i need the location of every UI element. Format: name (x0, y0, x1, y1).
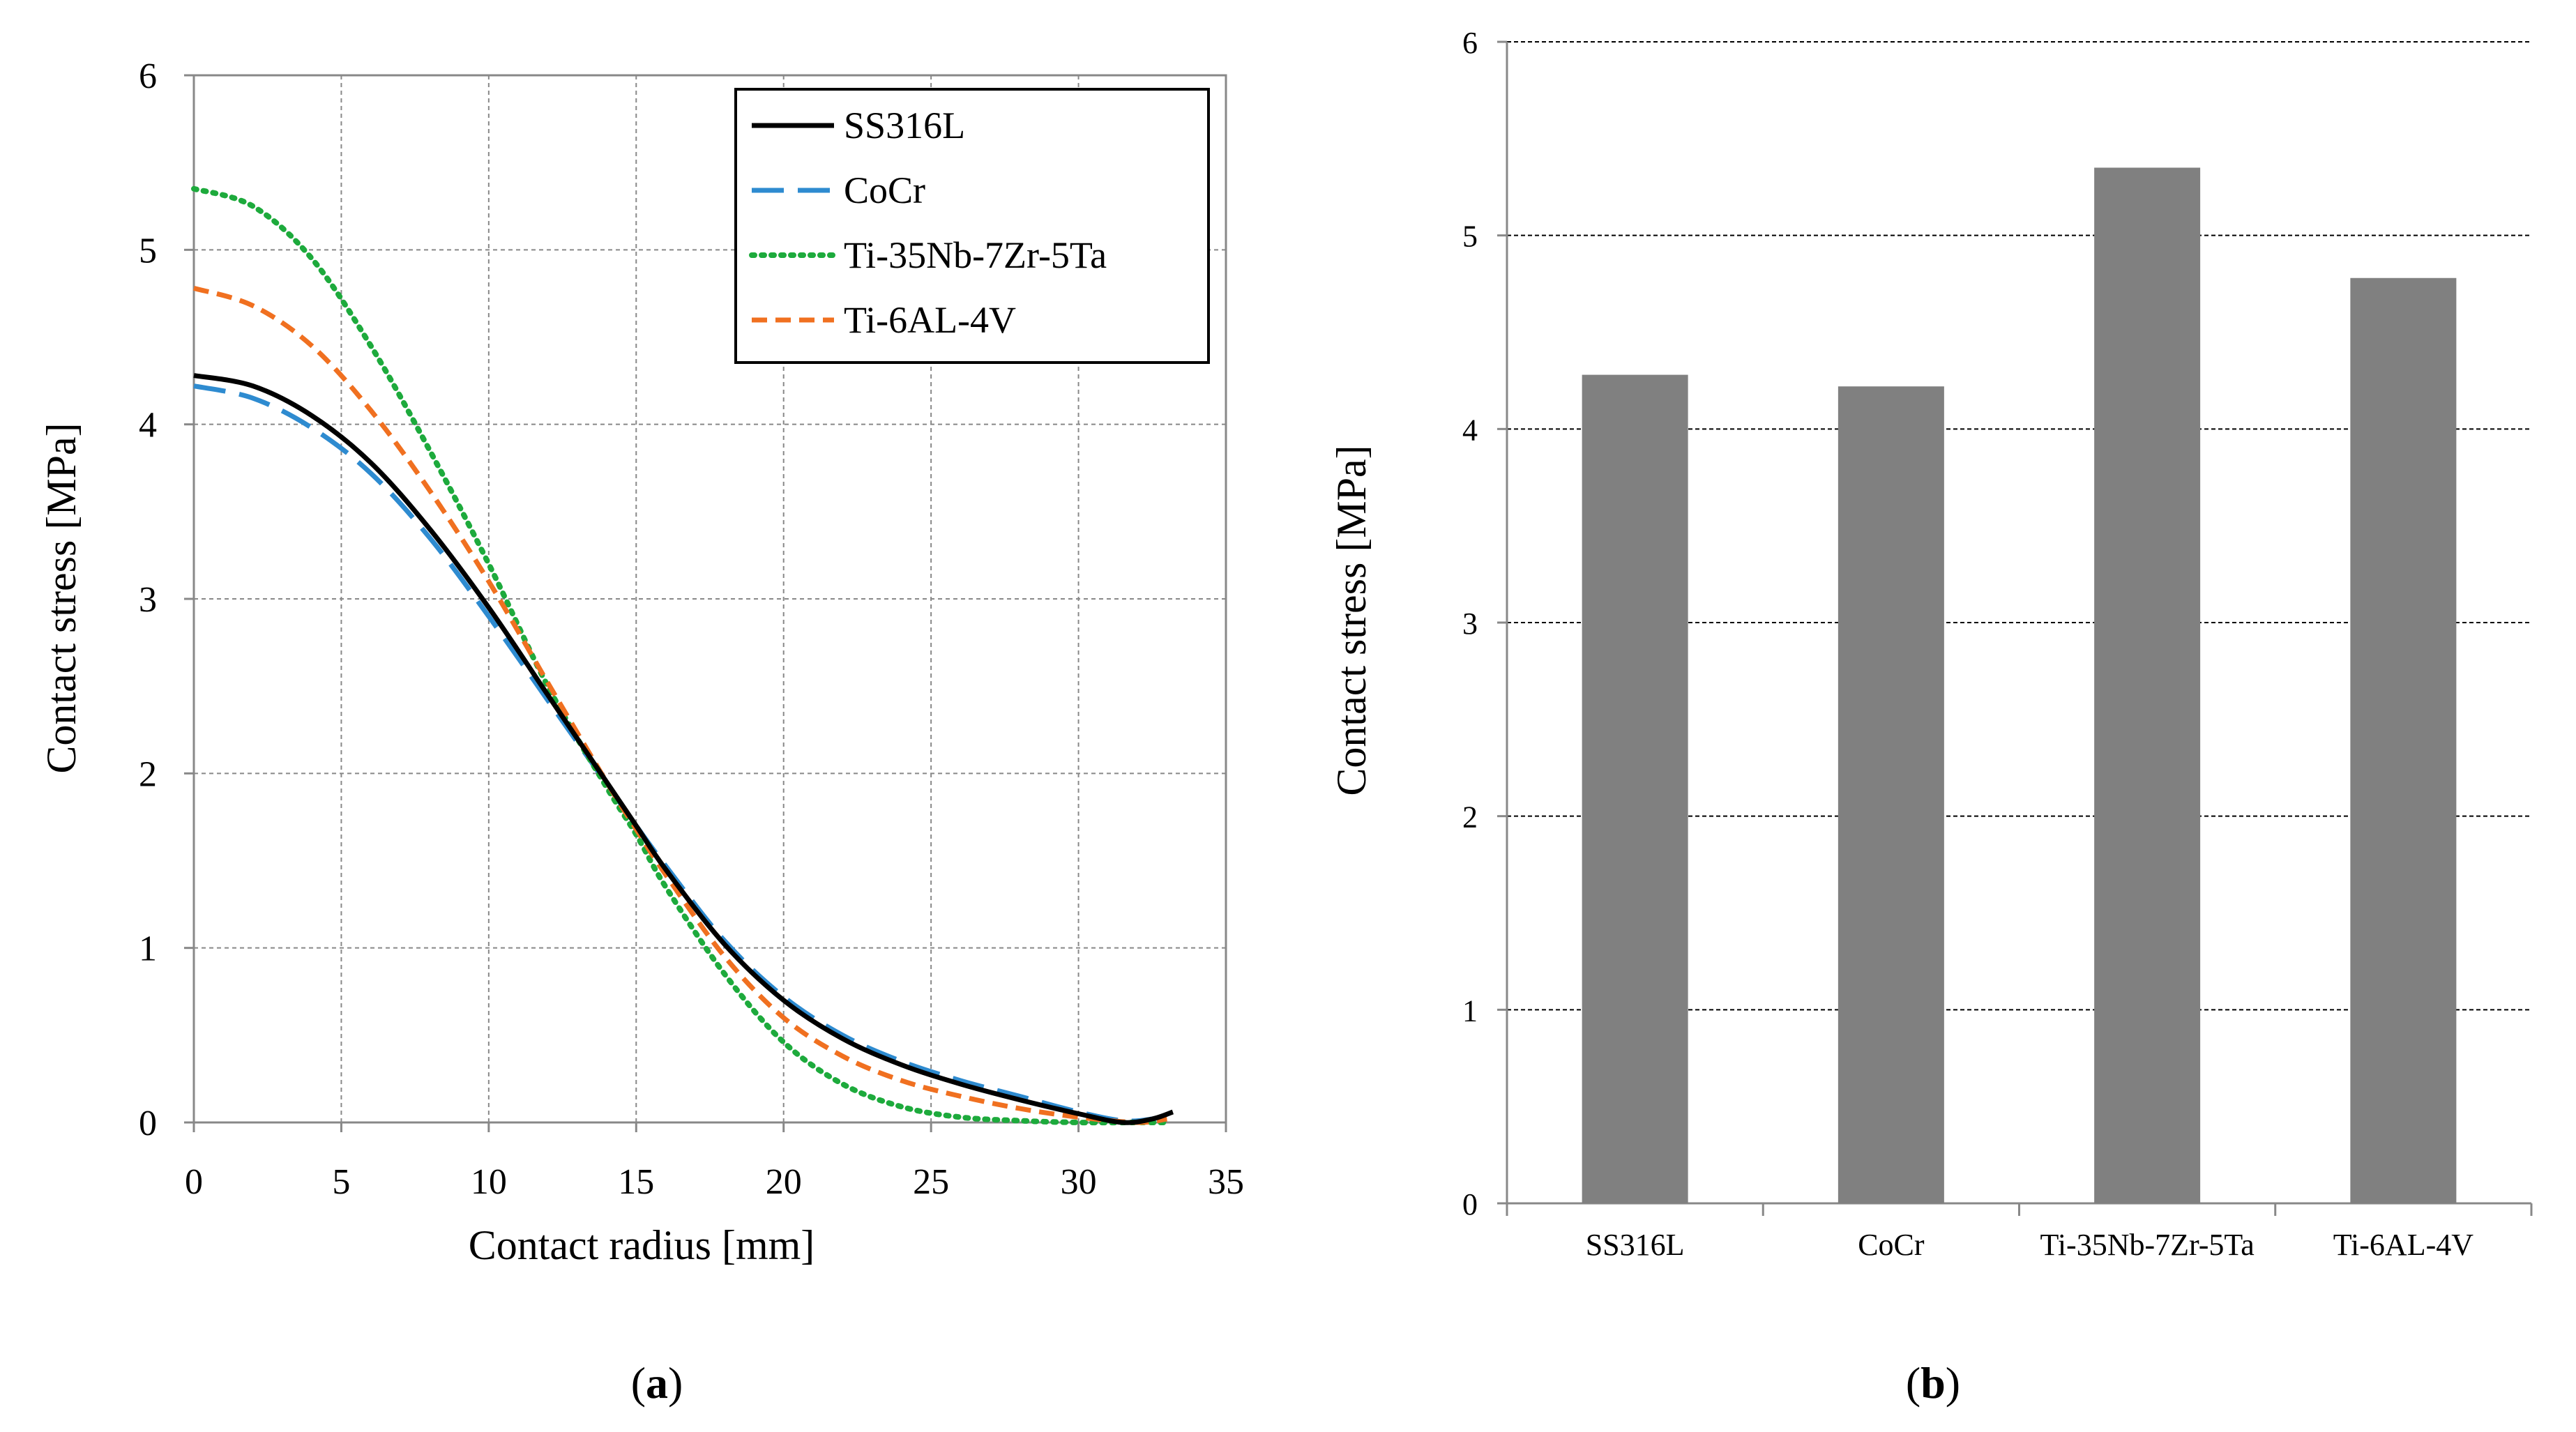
line-chart-panel-a: 0 1 2 3 4 5 6 0 5 10 15 20 25 30 35 Contact radius [m… (38, 56, 1244, 1408)
x-tick-label-ti-6al-4v: Ti-6AL-4V (2333, 1228, 2474, 1262)
y-tick-label-6: 6 (139, 56, 157, 96)
bar-chart-bars (1582, 167, 2457, 1204)
x-tick-label-ti-35nb-7zr-5ta: Ti-35Nb-7Zr-5Ta (2040, 1228, 2254, 1262)
bar-ss316l (1582, 374, 1688, 1203)
y-tick-label-5: 5 (139, 231, 157, 271)
y-tick-label-2: 2 (139, 754, 157, 794)
x-tick-label-cocr: CoCr (1858, 1228, 1925, 1262)
line-chart-gridlines (194, 75, 1226, 1122)
x-tick-label-30: 30 (1061, 1162, 1097, 1202)
line-chart-x-ticks: 0 5 10 15 20 25 30 35 (185, 1122, 1244, 1202)
series-line-ti-6al-4v (193, 286, 1167, 1125)
y-tick-label-1: 1 (1462, 993, 1478, 1028)
x-tick-label-35: 35 (1208, 1162, 1244, 1202)
series-line-ss316l (193, 373, 1174, 1125)
y-tick-label-5: 5 (1462, 220, 1478, 254)
y-tick-label-4: 4 (139, 406, 157, 445)
legend-items: SS316L CoCr Ti-35Nb-7Zr-5Ta Ti-6AL-4V (749, 105, 1107, 341)
legend-label-ti-35nb-7zr-5ta: Ti-35Nb-7Zr-5Ta (844, 234, 1107, 276)
y-tick-label-6: 6 (1462, 26, 1478, 60)
bar-chart-y-ticks: 0 1 2 3 4 5 6 (1462, 26, 1507, 1221)
y-tick-label-2: 2 (1462, 800, 1478, 835)
bar-chart-y-axis-title: Contact stress [MPa] (1328, 445, 1374, 795)
legend-box (734, 88, 1210, 364)
panel-b-caption: (b) (1906, 1358, 1960, 1408)
bar-chart-x-ticks: SS316L CoCr Ti-35Nb-7Zr-5Ta Ti-6AL-4V (1506, 1203, 2533, 1262)
bar-cocr (1838, 386, 1944, 1204)
y-tick-label-0: 0 (139, 1104, 157, 1143)
bar-ti-35nb-7zr-5ta (2094, 167, 2201, 1203)
bar-chart-panel-b: 0 1 2 3 4 5 6 SS316L CoCr Ti-35Nb-7Zr-5Ta Ti-6AL-… (1328, 26, 2533, 1408)
series-line-ti-35nb-7zr-5ta (191, 185, 1170, 1126)
x-tick-label-25: 25 (913, 1162, 949, 1202)
x-tick-label-0: 0 (185, 1162, 203, 1202)
legend-label-cocr: CoCr (844, 169, 925, 211)
y-tick-label-0: 0 (1462, 1187, 1478, 1221)
x-tick-label-20: 20 (766, 1162, 802, 1202)
x-tick-label-5: 5 (332, 1162, 350, 1202)
y-tick-label-4: 4 (1462, 413, 1478, 447)
y-tick-label-3: 3 (1462, 607, 1478, 641)
line-chart-legend: SS316L CoCr Ti-35Nb-7Zr-5Ta Ti-6AL-4V (734, 88, 1210, 364)
line-chart-x-axis-title: Contact radius [mm] (469, 1222, 815, 1268)
x-tick-label-ss316l: SS316L (1586, 1228, 1685, 1262)
legend-label-ss316l: SS316L (844, 105, 965, 146)
line-chart-series (191, 185, 1174, 1126)
bar-ti-6al-4v (2350, 277, 2457, 1204)
x-tick-label-10: 10 (471, 1162, 507, 1202)
x-tick-label-15: 15 (618, 1162, 654, 1202)
y-tick-label-1: 1 (139, 929, 157, 969)
y-tick-label-3: 3 (139, 580, 157, 620)
line-chart-y-axis-title: Contact stress [MPa] (38, 422, 84, 773)
legend-label-ti-6al-4v: Ti-6AL-4V (844, 299, 1016, 341)
panel-a-caption: (a) (631, 1358, 683, 1408)
line-chart-y-ticks: 0 1 2 3 4 5 6 (139, 56, 194, 1143)
